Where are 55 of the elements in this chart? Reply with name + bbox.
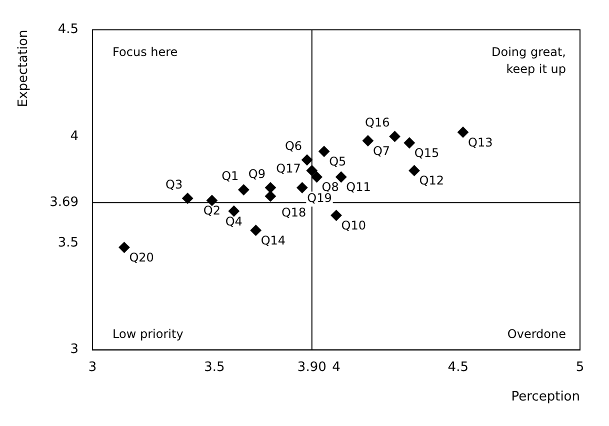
point bbox=[458, 126, 469, 138]
x-tick-label: 5 bbox=[576, 360, 584, 375]
annotation: Q20 bbox=[129, 250, 154, 265]
annotation: Q15 bbox=[414, 146, 440, 160]
annotation: Q7 bbox=[372, 144, 390, 158]
point bbox=[318, 146, 330, 157]
x-tick-label: 4.5 bbox=[448, 360, 468, 375]
annotation: Focus here bbox=[112, 44, 178, 59]
point bbox=[206, 194, 218, 206]
point bbox=[264, 182, 276, 194]
point bbox=[336, 172, 347, 182]
annotation: Q13 bbox=[468, 135, 493, 150]
annotation: Low priority bbox=[112, 326, 184, 341]
x-tick-label: 4 bbox=[332, 360, 340, 375]
point bbox=[296, 182, 308, 194]
annotation: Q3 bbox=[166, 177, 183, 192]
y-tick-label: 4 bbox=[70, 128, 79, 144]
x-axis-title: Perception bbox=[511, 390, 580, 405]
x-tick-label: 3.5 bbox=[204, 360, 225, 375]
y-axis-title: Expectation bbox=[16, 30, 32, 108]
point bbox=[264, 190, 276, 202]
annotation: Q19 bbox=[307, 190, 332, 205]
point bbox=[302, 154, 313, 166]
annotation: Doing great, keep it up bbox=[492, 44, 566, 76]
y-tick-label: 4.5 bbox=[58, 22, 79, 38]
point bbox=[404, 137, 415, 148]
annotation: Q14 bbox=[260, 233, 286, 248]
annotation: Q18 bbox=[281, 205, 306, 220]
annotation: Q16 bbox=[365, 116, 390, 130]
annotation: Q5 bbox=[329, 154, 346, 169]
point bbox=[408, 165, 420, 176]
annotation: Q6 bbox=[284, 139, 302, 154]
point bbox=[228, 206, 240, 217]
annotation: Q10 bbox=[341, 218, 366, 233]
y-tick-label: 3 bbox=[70, 342, 79, 358]
point bbox=[362, 135, 374, 146]
point bbox=[118, 242, 130, 253]
x-tick-label: 3 bbox=[88, 360, 97, 375]
annotation: Q4 bbox=[225, 214, 242, 228]
annotation: Q1 bbox=[222, 168, 239, 183]
annotation: Q11 bbox=[346, 180, 371, 194]
annotation: Q2 bbox=[203, 204, 221, 218]
point bbox=[250, 224, 262, 236]
annotation: Q12 bbox=[419, 174, 444, 188]
y-tick-label: 3.5 bbox=[58, 236, 79, 251]
point bbox=[238, 184, 250, 196]
point bbox=[389, 130, 400, 142]
x-tick-label: 3.90 bbox=[297, 360, 326, 375]
point bbox=[311, 172, 322, 182]
annotation: Q9 bbox=[248, 166, 266, 181]
point bbox=[182, 192, 194, 204]
annotation: Q17 bbox=[276, 162, 301, 176]
annotation: Overdone bbox=[507, 326, 566, 341]
point bbox=[330, 210, 342, 221]
y-tick-label: 3.69 bbox=[50, 194, 79, 210]
